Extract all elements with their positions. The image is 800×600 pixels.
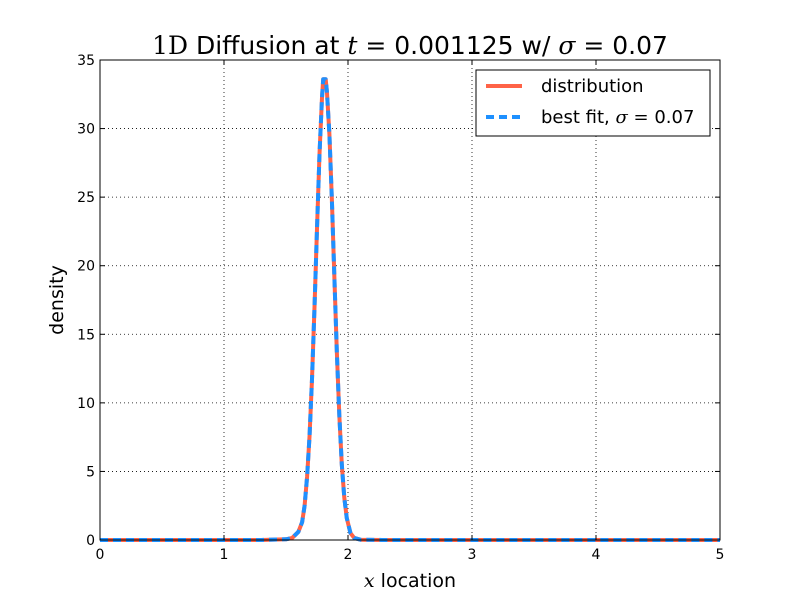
title-sigma-value: 0.07 <box>612 31 668 60</box>
y-tick-labels: 0 5 10 15 20 25 30 35 <box>77 53 95 549</box>
y-tick-label: 10 <box>77 396 95 412</box>
series-lines <box>100 77 720 542</box>
title-eq-2: = <box>575 31 612 60</box>
legend-sigma-eq: = <box>628 107 655 128</box>
legend-label-best-fit: best fit, σ = 0.07 <box>541 107 694 128</box>
series-best-fit-line <box>100 77 720 542</box>
y-tick-label: 35 <box>77 53 95 69</box>
title-text-2: w/ <box>514 31 559 60</box>
y-tick-label: 25 <box>77 190 95 206</box>
legend: distribution best fit, σ = 0.07 <box>475 69 711 137</box>
legend-sigma-value: 0.07 <box>654 107 694 128</box>
y-axis-label: density <box>46 265 68 335</box>
x-tick-labels: 0 1 2 3 4 5 <box>96 547 725 563</box>
title-t-var: t <box>347 31 358 60</box>
legend-box <box>475 69 711 137</box>
plot-frame <box>99 59 721 541</box>
title-t-value: 0.001125 <box>394 31 513 60</box>
legend-sigma-var: σ <box>616 107 629 128</box>
x-tick-label: 3 <box>468 547 477 563</box>
y-tick-label: 30 <box>77 122 95 138</box>
series-distribution-line <box>100 77 720 542</box>
x-tick-label: 5 <box>716 547 725 563</box>
x-axis-label-text: location <box>375 570 456 592</box>
y-tick-label: 0 <box>86 533 95 549</box>
x-tick-label: 1 <box>220 547 229 563</box>
legend-label-distribution: distribution <box>541 76 644 97</box>
axis-ticks <box>99 59 721 541</box>
title-sigma-var: σ <box>558 31 576 60</box>
legend-best-fit-text: best fit, <box>541 107 616 128</box>
x-axis-label-var: x <box>364 570 375 592</box>
x-tick-label: 4 <box>592 547 601 563</box>
x-tick-label: 2 <box>344 547 353 563</box>
x-tick-label: 0 <box>96 547 105 563</box>
title-text-1: Diffusion at <box>188 31 347 60</box>
title-math-1d: 1D <box>152 31 188 60</box>
chart-title: 1D Diffusion at t = 0.001125 w/ σ = 0.07 <box>152 31 668 60</box>
y-tick-label: 5 <box>86 464 95 480</box>
title-eq-1: = <box>357 31 394 60</box>
y-tick-label: 20 <box>77 259 95 275</box>
x-axis-label: x location <box>364 570 456 592</box>
y-tick-label: 15 <box>77 327 95 343</box>
